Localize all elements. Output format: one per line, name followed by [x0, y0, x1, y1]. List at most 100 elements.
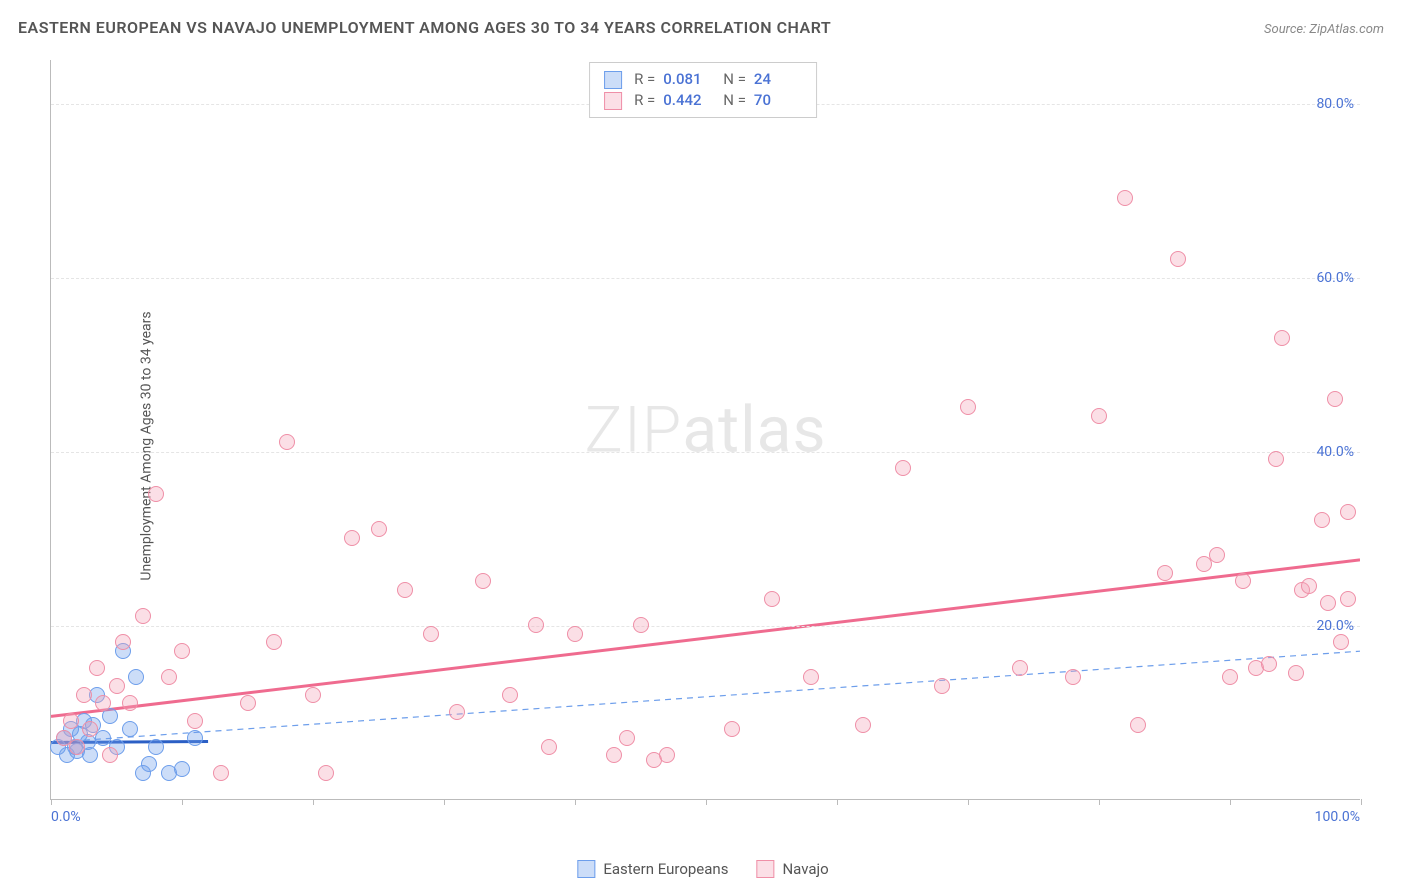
scatter-point — [1274, 330, 1290, 346]
scatter-point — [528, 617, 544, 633]
scatter-point — [128, 669, 144, 685]
y-tick-label: 80.0% — [1316, 96, 1362, 112]
stat-r-value: 0.442 — [663, 90, 711, 111]
scatter-point — [279, 434, 295, 450]
scatter-point — [89, 660, 105, 676]
x-tick — [51, 799, 52, 805]
chart-title: EASTERN EUROPEAN VS NAVAJO UNEMPLOYMENT … — [18, 18, 831, 37]
stat-n-label: N = — [723, 69, 746, 90]
source-label: Source: ZipAtlas.com — [1264, 22, 1384, 37]
scatter-point — [606, 747, 622, 763]
stats-row: R = 0.442 N = 70 — [604, 90, 802, 111]
scatter-point — [724, 721, 740, 737]
x-tick — [1099, 799, 1100, 805]
scatter-point — [1327, 391, 1343, 407]
scatter-point — [567, 626, 583, 642]
scatter-point — [895, 460, 911, 476]
scatter-point — [1301, 578, 1317, 594]
scatter-point — [240, 695, 256, 711]
stats-row: R = 0.081 N = 24 — [604, 69, 802, 90]
scatter-point — [1261, 656, 1277, 672]
y-tick-label: 20.0% — [1316, 618, 1362, 634]
scatter-point — [633, 617, 649, 633]
scatter-point — [1130, 717, 1146, 733]
scatter-point — [1268, 451, 1284, 467]
scatter-point — [115, 634, 131, 650]
x-tick — [1361, 799, 1362, 805]
scatter-point — [659, 747, 675, 763]
legend-item: Eastern Europeans — [577, 860, 728, 878]
scatter-point — [1012, 660, 1028, 676]
watermark: ZIPatlas — [585, 392, 827, 467]
scatter-point — [397, 582, 413, 598]
scatter-point — [174, 761, 190, 777]
scatter-point — [1333, 634, 1349, 650]
legend-swatch — [756, 860, 774, 878]
scatter-point — [1222, 669, 1238, 685]
scatter-point — [1065, 669, 1081, 685]
scatter-point — [148, 739, 164, 755]
x-axis-max-label: 100.0% — [1315, 809, 1360, 825]
scatter-point — [960, 399, 976, 415]
stat-r-label: R = — [634, 90, 655, 111]
scatter-point — [764, 591, 780, 607]
stat-r-value: 0.081 — [663, 69, 711, 90]
scatter-point — [344, 530, 360, 546]
legend-swatch — [577, 860, 595, 878]
scatter-point — [934, 678, 950, 694]
scatter-point — [1320, 595, 1336, 611]
scatter-point — [1314, 512, 1330, 528]
scatter-point — [187, 730, 203, 746]
scatter-point — [122, 695, 138, 711]
scatter-point — [803, 669, 819, 685]
trend-lines-layer — [51, 60, 1360, 799]
scatter-point — [95, 695, 111, 711]
legend-label: Navajo — [782, 860, 828, 878]
legend-label: Eastern Europeans — [603, 860, 728, 878]
stat-r-label: R = — [634, 69, 655, 90]
scatter-point — [63, 713, 79, 729]
scatter-point — [371, 521, 387, 537]
scatter-point — [266, 634, 282, 650]
scatter-point — [1340, 504, 1356, 520]
scatter-point — [449, 704, 465, 720]
x-tick — [968, 799, 969, 805]
scatter-point — [318, 765, 334, 781]
stat-n-value: 24 — [754, 69, 802, 90]
series-swatch — [604, 71, 622, 89]
x-axis-min-label: 0.0% — [51, 809, 81, 825]
scatter-point — [502, 687, 518, 703]
stat-n-value: 70 — [754, 90, 802, 111]
gridline — [51, 278, 1360, 279]
scatter-point — [1170, 251, 1186, 267]
y-tick-label: 40.0% — [1316, 444, 1362, 460]
scatter-point — [1157, 565, 1173, 581]
x-tick — [444, 799, 445, 805]
scatter-point — [1209, 547, 1225, 563]
scatter-point — [82, 747, 98, 763]
x-tick — [313, 799, 314, 805]
x-tick — [837, 799, 838, 805]
scatter-point — [1235, 573, 1251, 589]
scatter-point — [1117, 190, 1133, 206]
scatter-point — [619, 730, 635, 746]
x-tick — [575, 799, 576, 805]
scatter-point — [187, 713, 203, 729]
scatter-point — [1340, 591, 1356, 607]
stat-n-label: N = — [723, 90, 746, 111]
scatter-point — [76, 687, 92, 703]
scatter-point — [69, 739, 85, 755]
y-tick-label: 60.0% — [1316, 270, 1362, 286]
scatter-point — [305, 687, 321, 703]
scatter-point — [423, 626, 439, 642]
scatter-point — [141, 756, 157, 772]
scatter-point — [122, 721, 138, 737]
x-tick — [706, 799, 707, 805]
x-tick — [1230, 799, 1231, 805]
scatter-point — [135, 608, 151, 624]
scatter-point — [1091, 408, 1107, 424]
scatter-point — [855, 717, 871, 733]
legend: Eastern Europeans Navajo — [577, 860, 828, 878]
watermark-part1: ZIP — [585, 392, 683, 467]
scatter-point — [161, 669, 177, 685]
